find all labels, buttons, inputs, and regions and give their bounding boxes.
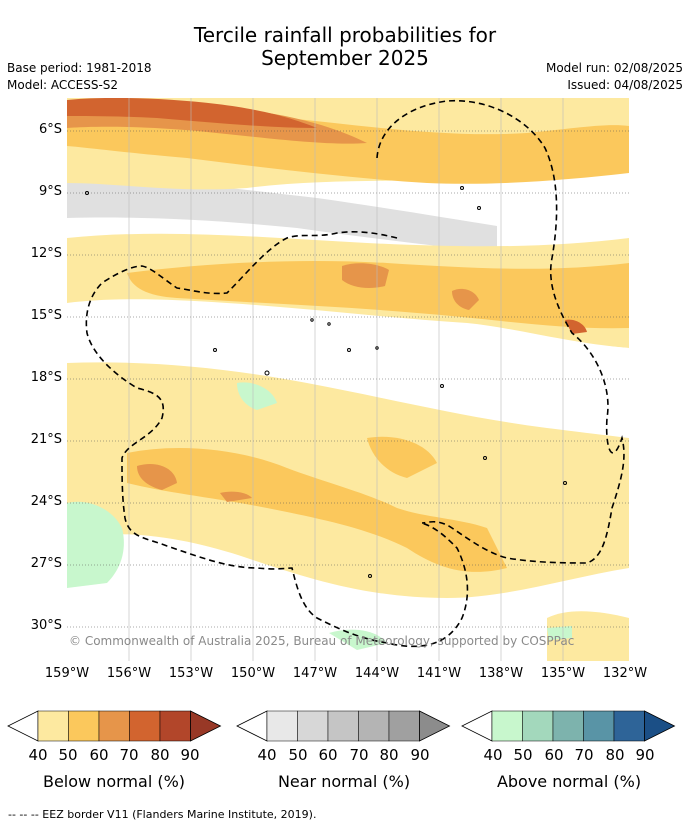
colorbar-tick: 50 <box>288 746 308 764</box>
colorbar-below-normal <box>7 710 222 742</box>
colorbar-tick: 60 <box>544 746 564 764</box>
lon-label: 132°W <box>602 666 648 681</box>
colorbar-swatch <box>266 710 298 742</box>
lat-label: 18°S <box>30 370 62 385</box>
neutral-region <box>67 312 629 383</box>
colorbar-tick: 40 <box>257 746 277 764</box>
below-normal-region <box>137 463 177 490</box>
colorbar-tick: 60 <box>89 746 109 764</box>
colorbar-swatch <box>297 710 329 742</box>
colorbar-high-arrow <box>419 710 451 742</box>
below-normal-region <box>367 436 437 478</box>
colorbar-label-near: Near normal (%) <box>277 772 411 791</box>
colorbar-high-arrow <box>190 710 222 742</box>
colorbar-tick: 60 <box>318 746 338 764</box>
lat-label: 21°S <box>30 432 62 447</box>
title-line-1: Tercile rainfall probabilities for <box>193 23 497 47</box>
above-normal-region <box>329 629 387 650</box>
above-normal-region <box>237 382 277 410</box>
lat-label: 15°S <box>30 308 62 323</box>
colorbar-label-above: Above normal (%) <box>496 772 642 791</box>
map-title: Tercile rainfall probabilities for Septe… <box>0 24 690 70</box>
colorbar-swatch <box>37 710 69 742</box>
colorbar-tick: 50 <box>58 746 78 764</box>
lon-label: 144°W <box>354 666 400 681</box>
lat-label: 9°S <box>38 184 62 199</box>
model-name: Model: ACCESS-S2 <box>7 78 119 92</box>
colorbar-swatch <box>583 710 615 742</box>
lon-label: 135°W <box>540 666 586 681</box>
lat-label: 30°S <box>30 618 62 633</box>
colorbar-above-normal <box>461 710 676 742</box>
colorbar-tick: 40 <box>28 746 48 764</box>
colorbars-svg <box>7 710 676 742</box>
colorbar-low-arrow <box>461 710 493 742</box>
colorbar-tick: 70 <box>574 746 594 764</box>
colorbar-tick: 90 <box>410 746 430 764</box>
colorbar-swatch <box>327 710 359 742</box>
colorbar-swatch <box>491 710 523 742</box>
below-normal-region <box>67 98 317 128</box>
title-line-2: September 2025 <box>261 46 429 70</box>
colorbar-tick: 80 <box>379 746 399 764</box>
colorbar-swatch <box>613 710 645 742</box>
lon-label: 147°W <box>292 666 338 681</box>
colorbar-tick: 90 <box>180 746 200 764</box>
copyright-notice: © Commonwealth of Australia 2025, Bureau… <box>69 634 575 648</box>
colorbar-tick: 80 <box>150 746 170 764</box>
colorbar-swatch <box>522 710 554 742</box>
colorbar-tick: 40 <box>483 746 503 764</box>
meridians <box>128 98 564 661</box>
eez-border <box>85 231 469 648</box>
colorbar-swatch <box>358 710 390 742</box>
above-normal-region <box>67 501 124 588</box>
base-period: Base period: 1981-2018 <box>7 61 152 75</box>
colorbar-swatch <box>552 710 584 742</box>
neutral-region <box>67 534 629 661</box>
colorbar-swatch <box>98 710 130 742</box>
eez-legend-note: -- -- -- EEZ border V11 (Flanders Marine… <box>8 808 317 821</box>
lon-label: 159°W <box>44 666 90 681</box>
lat-label: 27°S <box>30 556 62 571</box>
below-normal-region <box>220 491 252 502</box>
colorbar-near-normal <box>236 710 451 742</box>
model-run: Model run: 02/08/2025 <box>545 61 683 75</box>
colorbar-tick: 80 <box>605 746 625 764</box>
lat-label: 6°S <box>38 122 62 137</box>
colorbar-swatch <box>68 710 100 742</box>
islands <box>85 186 567 578</box>
graticule <box>67 130 629 628</box>
colorbar-swatch <box>388 710 420 742</box>
lat-label: 12°S <box>30 246 62 261</box>
below-normal-region <box>127 448 507 572</box>
colorbar-low-arrow <box>236 710 268 742</box>
above-normal-region <box>547 626 572 640</box>
below-normal-region <box>127 261 629 329</box>
colorbar-tick: 90 <box>635 746 655 764</box>
lat-label: 24°S <box>30 494 62 509</box>
colorbar-swatch <box>159 710 191 742</box>
map-svg <box>67 98 629 661</box>
lon-label: 141°W <box>416 666 462 681</box>
colorbar-high-arrow <box>644 710 676 742</box>
below-normal-region <box>452 288 479 310</box>
colorbar-label-below: Below normal (%) <box>42 772 186 791</box>
issued-date: Issued: 04/08/2025 <box>567 78 683 92</box>
lon-label: 138°W <box>478 666 524 681</box>
below-normal-region <box>547 611 629 661</box>
colorbar-tick: 70 <box>349 746 369 764</box>
eez-border <box>376 99 625 564</box>
lon-label: 156°W <box>106 666 152 681</box>
colorbar-tick: 50 <box>513 746 533 764</box>
lon-label: 150°W <box>230 666 276 681</box>
colorbar-tick: 70 <box>119 746 139 764</box>
lon-label: 153°W <box>168 666 214 681</box>
near-normal-region <box>67 180 497 253</box>
colorbar-low-arrow <box>7 710 39 742</box>
colorbar-swatch <box>129 710 161 742</box>
rainfall-map <box>67 98 629 661</box>
